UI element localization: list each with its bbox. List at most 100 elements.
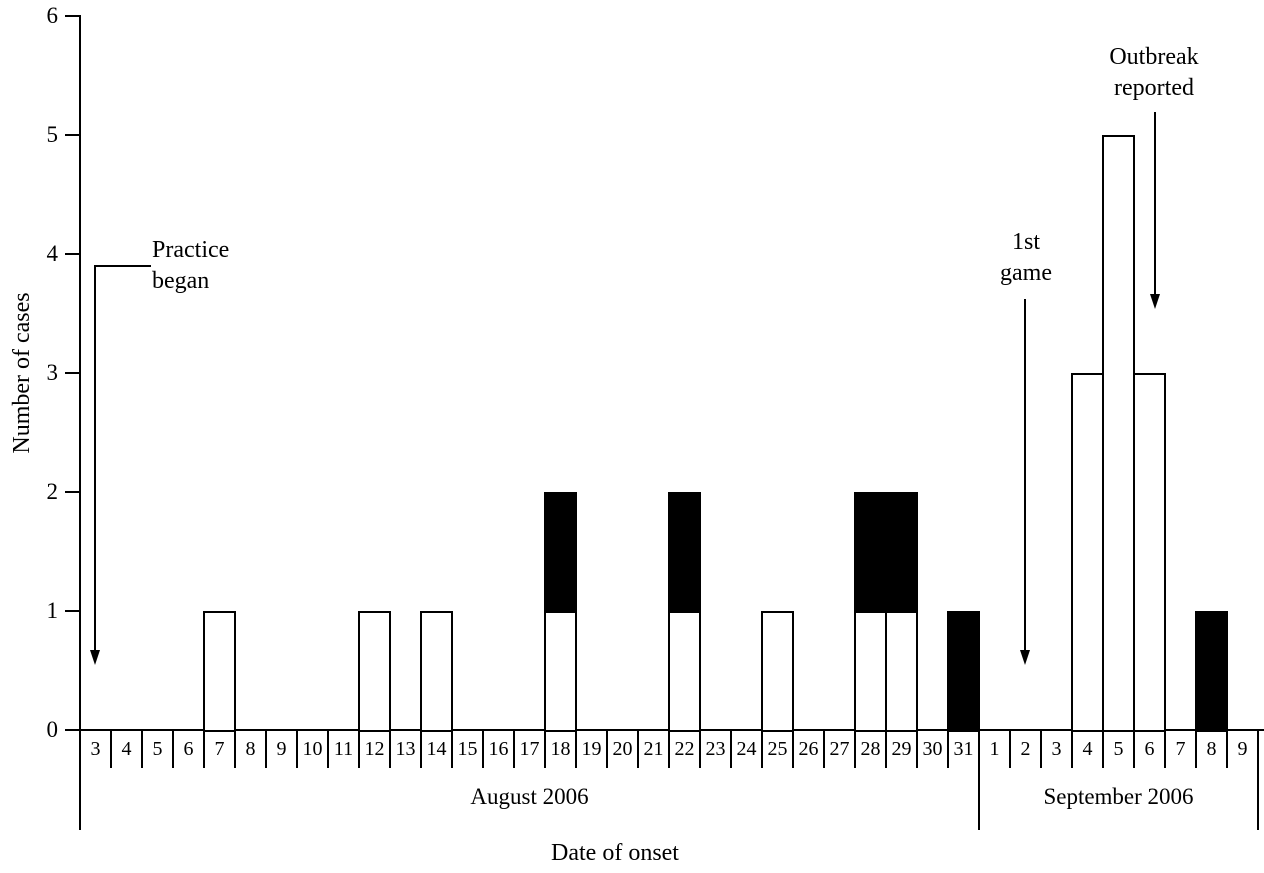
x-axis-title: Date of onset bbox=[551, 840, 679, 866]
x-axis-tick-label: 9 bbox=[1237, 738, 1248, 760]
x-axis-tick bbox=[420, 730, 422, 768]
x-axis-tick bbox=[513, 730, 515, 768]
y-axis-tick-label: 0 bbox=[46, 717, 59, 742]
x-axis-tick bbox=[482, 730, 484, 768]
x-axis-tick-label: 23 bbox=[705, 738, 726, 760]
bar-filled-segment bbox=[668, 492, 701, 613]
x-axis-tick-label: 20 bbox=[612, 738, 633, 760]
y-axis-tick-label: 5 bbox=[46, 122, 59, 147]
x-axis-tick-label: 31 bbox=[953, 738, 974, 760]
x-axis-tick bbox=[1071, 730, 1073, 768]
bar-filled-segment bbox=[947, 611, 980, 732]
x-axis-tick-label: 6 bbox=[183, 738, 194, 760]
y-axis-tick bbox=[65, 729, 80, 731]
bar-open-segment bbox=[761, 611, 794, 732]
x-axis-tick bbox=[668, 730, 670, 768]
bar-open-segment bbox=[1133, 373, 1166, 732]
x-axis-tick bbox=[203, 730, 205, 768]
x-axis-tick bbox=[699, 730, 701, 768]
practice-began-arrow-line bbox=[94, 265, 96, 652]
x-axis-tick bbox=[141, 730, 143, 768]
x-axis-tick bbox=[1009, 730, 1011, 768]
x-axis-tick-label: 11 bbox=[333, 738, 354, 760]
x-axis-tick bbox=[916, 730, 918, 768]
annotation-first-game: 1st game bbox=[976, 227, 1076, 289]
first-game-arrowhead-icon bbox=[1020, 650, 1030, 665]
y-axis-tick-label: 4 bbox=[46, 241, 59, 266]
y-axis-tick-label: 3 bbox=[46, 360, 59, 385]
bar-open-segment bbox=[358, 611, 391, 732]
x-axis-tick bbox=[947, 730, 949, 768]
x-axis-tick bbox=[265, 730, 267, 768]
x-axis-tick-label: 9 bbox=[276, 738, 287, 760]
y-axis-tick bbox=[65, 491, 80, 493]
bar-open-segment bbox=[420, 611, 453, 732]
x-axis-tick bbox=[358, 730, 360, 768]
month-separator-line bbox=[978, 730, 980, 830]
bar-open-segment bbox=[1071, 373, 1104, 732]
x-axis-tick bbox=[1102, 730, 1104, 768]
x-axis-tick bbox=[730, 730, 732, 768]
bar-open-segment bbox=[544, 611, 577, 732]
bar-filled-segment bbox=[854, 492, 887, 613]
x-axis-tick bbox=[1040, 730, 1042, 768]
x-axis-tick bbox=[234, 730, 236, 768]
first-game-arrow-line bbox=[1024, 299, 1026, 650]
x-axis-tick bbox=[792, 730, 794, 768]
bar-open-segment bbox=[668, 611, 701, 732]
x-axis-tick bbox=[544, 730, 546, 768]
x-axis-tick-label: 18 bbox=[550, 738, 571, 760]
y-axis-tick-label: 6 bbox=[46, 3, 59, 28]
x-axis-tick-label: 5 bbox=[1113, 738, 1124, 760]
month-label-september: September 2006 bbox=[1043, 784, 1194, 809]
x-axis-tick bbox=[854, 730, 856, 768]
x-axis-tick-label: 7 bbox=[1175, 738, 1186, 760]
x-axis-tick-label: 4 bbox=[1082, 738, 1093, 760]
x-axis-tick bbox=[885, 730, 887, 768]
x-axis-tick-label: 22 bbox=[674, 738, 695, 760]
y-axis-tick-label: 1 bbox=[46, 598, 59, 623]
x-axis-tick-label: 12 bbox=[364, 738, 385, 760]
y-axis-tick bbox=[65, 372, 80, 374]
x-axis-tick bbox=[389, 730, 391, 768]
annotation-outbreak-reported-line2: reported bbox=[1114, 75, 1194, 101]
x-axis-tick bbox=[606, 730, 608, 768]
x-axis-tick bbox=[761, 730, 763, 768]
annotation-outbreak-reported-line1: Outbreak bbox=[1109, 44, 1199, 70]
x-axis-tick bbox=[637, 730, 639, 768]
practice-began-leader-line bbox=[95, 265, 151, 267]
bar-open-segment bbox=[854, 611, 887, 732]
x-axis-tick-label: 24 bbox=[736, 738, 757, 760]
y-axis-tick-label: 2 bbox=[46, 479, 59, 504]
practice-began-arrowhead-icon bbox=[90, 650, 100, 665]
annotation-outbreak-reported: Outbreak reported bbox=[1089, 42, 1219, 104]
x-axis-tick-label: 29 bbox=[891, 738, 912, 760]
x-axis-tick-label: 2 bbox=[1020, 738, 1031, 760]
x-axis-tick-label: 19 bbox=[581, 738, 602, 760]
x-axis-tick bbox=[327, 730, 329, 768]
y-axis-tick bbox=[65, 134, 80, 136]
x-axis-tick bbox=[451, 730, 453, 768]
x-axis-tick-label: 8 bbox=[245, 738, 256, 760]
bar-filled-segment bbox=[544, 492, 577, 613]
x-axis-tick-label: 10 bbox=[302, 738, 323, 760]
annotation-first-game-line2: game bbox=[1000, 260, 1052, 286]
outbreak-reported-arrow-line bbox=[1154, 112, 1156, 296]
annotation-practice-began: Practice began bbox=[152, 235, 292, 297]
y-axis-line bbox=[79, 15, 81, 830]
x-axis-tick bbox=[172, 730, 174, 768]
outbreak-reported-arrowhead-icon bbox=[1150, 294, 1160, 309]
bar-filled-segment bbox=[1195, 611, 1228, 732]
x-axis-tick-label: 5 bbox=[152, 738, 163, 760]
x-axis-tick-label: 17 bbox=[519, 738, 540, 760]
x-axis-tick bbox=[296, 730, 298, 768]
x-axis-tick-label: 27 bbox=[829, 738, 850, 760]
x-axis-tick-label: 15 bbox=[457, 738, 478, 760]
month-label-august: August 2006 bbox=[470, 784, 589, 809]
annotation-first-game-line1: 1st bbox=[1011, 229, 1040, 255]
x-axis-tick-label: 26 bbox=[798, 738, 819, 760]
x-axis-tick-label: 21 bbox=[643, 738, 664, 760]
x-axis-tick bbox=[1226, 730, 1228, 768]
bar-filled-segment bbox=[885, 492, 918, 613]
